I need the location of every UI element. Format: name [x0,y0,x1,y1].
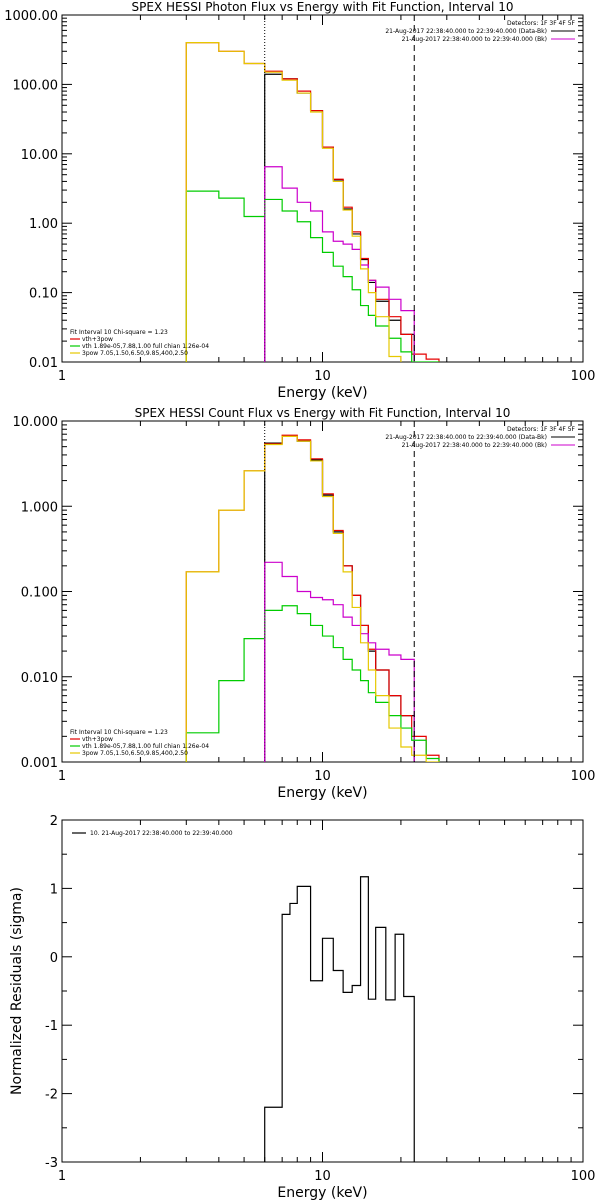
x-tick-label: 100 [571,769,596,784]
y-tick-label: 2 [50,814,58,829]
legend-header: Fit Interval 10 Chi-square = 1.23 [70,329,168,336]
detectors-label: Detectors: 1F 3F 4F 5F [507,20,576,27]
photon-flux-plot: SPEX HESSI Photon Flux vs Energy with Fi… [4,0,596,401]
interval-data-bk-label: 21-Aug-2017 22:38:40.000 to 22:39:40.000… [385,28,547,35]
legend-item: vth 1.89e-05,7.88,1.00 full chian 1.26e-… [82,743,209,750]
x-axis-label: Energy (keV) [277,1185,367,1200]
x-tick-label: 1 [58,769,66,784]
interval-bk-label: 21-Aug-2017 22:38:40.000 to 22:39:40.000… [402,442,547,449]
y-axis-label: Normalized Residuals (sigma) [9,887,25,1095]
y-tick-label: 1.00 [29,217,58,232]
x-tick-label: 100 [571,369,596,384]
legend-item: 3pow 7.05,1.50,6.50,9.85,400,2.50 [82,350,188,357]
series-line [264,166,415,362]
x-tick-label: 10 [314,769,331,784]
y-tick-label: 1 [50,882,58,897]
x-axis-label: Energy (keV) [277,385,367,401]
y-tick-label: -2 [45,1088,58,1103]
y-tick-label: 1.000 [21,500,58,515]
y-tick-label: -1 [45,1019,58,1034]
y-tick-label: 1000.00 [4,9,58,24]
residuals-plot: 1 10 100 -3 -2 -1 0 1 2 Energy (keV) Normalized Re… [9,814,595,1200]
y-tick-label: 0 [50,951,58,966]
count-flux-plot: SPEX HESSI Count Flux vs Energy with Fit… [13,406,596,801]
legend-header: Fit Interval 10 Chi-square = 1.23 [70,729,168,736]
legend-item: vth 1.89e-05,7.88,1.00 full chian 1.26e-… [82,343,209,350]
series-line [264,561,415,762]
y-tick-label: 10.00 [21,148,58,163]
y-tick-label: 100.00 [13,78,59,93]
series-line [264,876,415,1162]
x-axis-label: Energy (keV) [277,785,367,801]
series-line [185,42,402,362]
y-tick-label: 0.10 [29,287,58,302]
chart-title: SPEX HESSI Photon Flux vs Energy with Fi… [132,0,514,14]
y-tick-label: 0.01 [29,356,58,371]
y-tick-label: -3 [45,1156,58,1171]
x-tick-label: 1 [58,369,66,384]
x-tick-label: 100 [571,1169,596,1184]
legend-item: vth+3pow [82,336,113,343]
x-tick-label: 1 [58,1169,66,1184]
y-tick-label: 0.100 [21,586,58,601]
x-tick-label: 10 [314,369,331,384]
y-tick-label: 0.010 [21,671,58,686]
y-tick-label: 10.000 [13,415,59,430]
y-tick-label: 0.001 [21,756,58,771]
detectors-label: Detectors: 1F 3F 4F 5F [507,426,576,433]
interval-data-bk-label: 21-Aug-2017 22:38:40.000 to 22:39:40.000… [385,434,547,441]
chart-title: SPEX HESSI Count Flux vs Energy with Fit… [135,406,511,420]
legend-item: vth+3pow [82,736,113,743]
series-line [185,605,440,762]
x-tick-label: 10 [314,1169,331,1184]
interval-bk-label: 21-Aug-2017 22:38:40.000 to 22:39:40.000… [402,36,547,43]
legend-item: 10. 21-Aug-2017 22:38:40.000 to 22:39:40… [90,830,233,837]
legend-item: 3pow 7.05,1.50,6.50,9.85,400,2.50 [82,750,188,757]
